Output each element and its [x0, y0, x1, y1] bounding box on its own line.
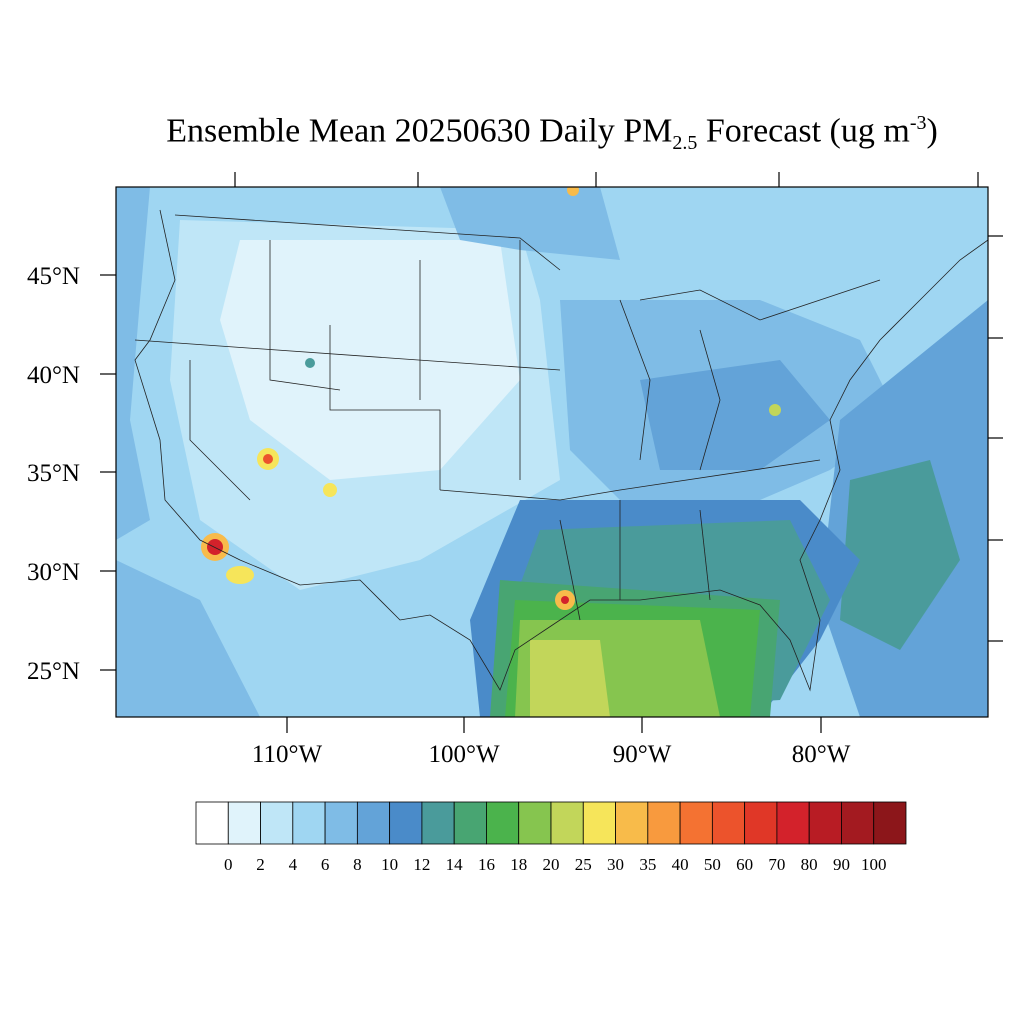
colorbar-swatch [776, 801, 810, 845]
colorbar-label: 2 [256, 855, 265, 874]
colorbar-swatch [744, 801, 778, 845]
latitude-labels: 45°N 40°N 35°N 30°N 25°N [27, 263, 80, 685]
state-boundaries [134, 209, 988, 692]
colorbar-label: 8 [353, 855, 362, 874]
colorbar-swatch [453, 801, 487, 845]
colorbar-label: 50 [704, 855, 721, 874]
colorbar-swatch [486, 801, 520, 845]
colorbar-label: 4 [289, 855, 298, 874]
lat-label: 45°N [27, 263, 80, 290]
lon-label: 90°W [613, 741, 672, 768]
colorbar-label: 80 [801, 855, 818, 874]
colorbar-swatch [389, 801, 423, 845]
colorbar-label: 90 [833, 855, 850, 874]
colorbar-label: 60 [736, 855, 753, 874]
colorbar-swatch [582, 801, 616, 845]
colorbar-swatch [195, 801, 229, 845]
right-ticks [988, 235, 1003, 642]
pm25-field [116, 187, 988, 717]
map-title: Ensemble Mean 20250630 Daily PM2.5 Forec… [166, 112, 938, 155]
lat-label: 35°N [27, 460, 80, 487]
bottom-ticks [286, 717, 822, 733]
colorbar-swatch [841, 801, 875, 845]
colorbar-swatch [292, 801, 326, 845]
colorbar-label: 0 [224, 855, 233, 874]
top-ticks [234, 172, 979, 187]
colorbar-swatch [615, 801, 649, 845]
colorbar-swatch [647, 801, 681, 845]
colorbar-label: 70 [768, 855, 785, 874]
colorbar-label: 12 [413, 855, 430, 874]
map-frame [115, 186, 989, 718]
colorbar-swatch [356, 801, 391, 845]
lon-label: 80°W [792, 741, 851, 768]
colorbar-swatch [518, 801, 552, 845]
left-ticks [100, 274, 116, 671]
colorbar-label: 18 [510, 855, 527, 874]
colorbar-swatch [873, 801, 907, 845]
colorbar-swatch [711, 801, 746, 845]
colorbar-label: 25 [575, 855, 592, 874]
colorbar-label: 35 [639, 855, 656, 874]
colorbar-label: 100 [861, 855, 887, 874]
lon-label: 100°W [428, 741, 499, 768]
colorbar-swatch [808, 801, 842, 845]
colorbar-label: 14 [446, 855, 464, 874]
colorbar-swatch [260, 801, 294, 845]
colorbar-swatch [550, 801, 584, 845]
colorbar-swatch [679, 801, 713, 845]
longitude-labels: 110°W 100°W 90°W 80°W [252, 741, 851, 768]
colorbar-swatch [324, 801, 358, 845]
colorbar: 0 2 4 6 8 10 12 14 16 18 20 25 30 35 40 50 60 70 80 90 100 [195, 801, 907, 874]
colorbar-label: 40 [672, 855, 689, 874]
lat-label: 30°N [27, 559, 80, 586]
colorbar-swatch [227, 801, 261, 845]
colorbar-label: 6 [321, 855, 330, 874]
lon-label: 110°W [252, 741, 323, 768]
colorbar-label: 30 [607, 855, 624, 874]
colorbar-label: 20 [543, 855, 560, 874]
lat-label: 25°N [27, 658, 80, 685]
colorbar-swatch [421, 801, 455, 845]
colorbar-label: 16 [478, 855, 495, 874]
colorbar-label: 10 [381, 855, 398, 874]
lat-label: 40°N [27, 362, 80, 389]
